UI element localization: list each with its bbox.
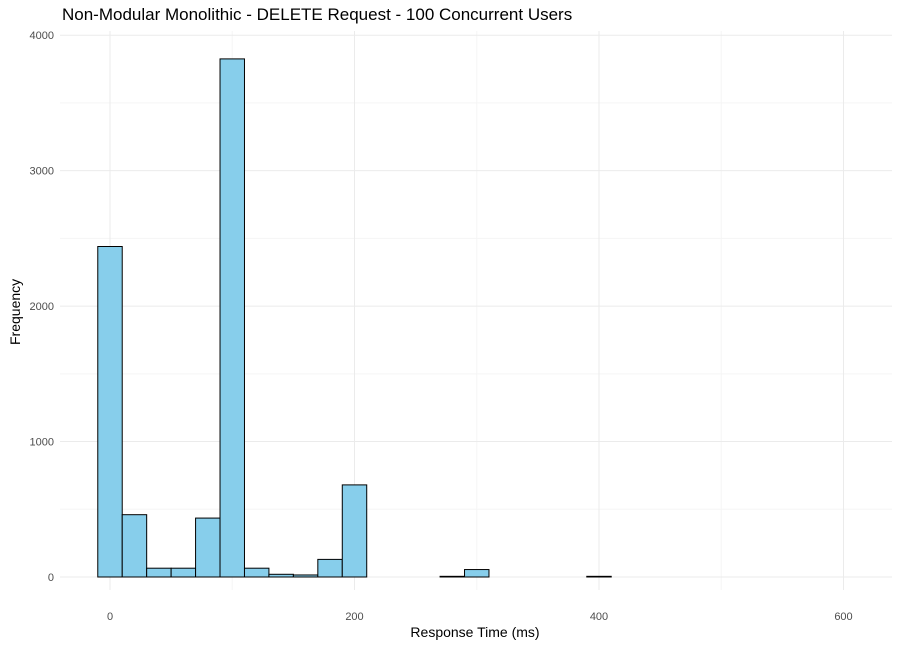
x-axis-label: Response Time (ms) [410,624,540,640]
x-tick-label: 600 [834,611,852,623]
y-tick-label: 4000 [30,30,54,42]
histogram-bar [97,246,123,578]
x-tick-label: 400 [590,611,608,623]
x-tick-label: 0 [107,611,113,623]
histogram-bar [121,514,148,578]
histogram-bar [219,58,245,578]
histogram-bar [170,567,197,578]
histogram-bar [586,575,612,578]
histogram-bar [439,575,466,578]
histogram-bar [341,484,368,578]
axis-ticks: 0 200 400 600 0 1000 2000 3000 4000 [30,30,853,623]
grid-lines [60,31,892,590]
y-tick-label: 1000 [30,437,54,449]
histogram-bar [195,517,221,578]
histogram-bar [268,573,294,578]
histogram-bar [317,558,343,578]
histogram-bar [146,567,172,578]
histogram-bar [464,569,490,578]
histogram-bar [292,574,319,578]
histogram-bar [243,567,270,578]
y-tick-label: 2000 [30,301,54,313]
x-tick-label: 200 [345,611,363,623]
y-tick-label: 0 [48,572,54,584]
y-tick-label: 3000 [30,166,54,178]
y-axis-label: Frequency [7,278,23,345]
chart-title: Non-Modular Monolithic - DELETE Request … [62,5,573,24]
histogram-bars [97,58,612,578]
